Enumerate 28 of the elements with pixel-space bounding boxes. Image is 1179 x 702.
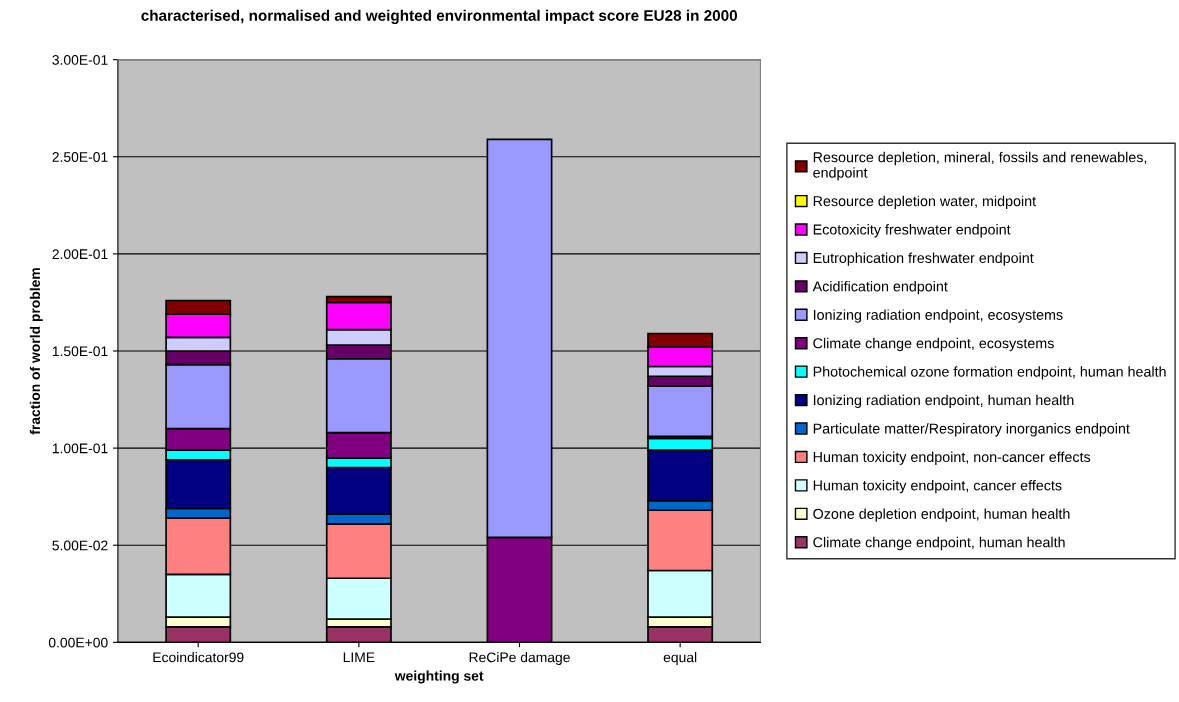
legend-label: Ionizing radiation endpoint, human health: [813, 394, 1074, 409]
legend-label: Climate change endpoint, ecosystems: [813, 337, 1054, 352]
legend-label: Ecotoxicity freshwater endpoint: [813, 224, 1011, 238]
x-tick-label: Ecoindicator99: [153, 652, 244, 663]
y-tick-label: 2.50E-01: [52, 152, 108, 162]
x-tick-label: LIME: [343, 652, 375, 663]
chart-title: characterised, normalised and weighted environmental impact score EU28 in 2000: [141, 9, 738, 25]
legend-label: Resource depletion, mineral, fossils and renewables, endpoint: [813, 151, 1147, 181]
y-tick-label: 2.00E-01: [52, 249, 108, 260]
legend-label: Ozone depletion endpoint, human health: [813, 508, 1070, 522]
legend-label: Resource depletion water, midpoint: [813, 195, 1036, 209]
y-axis-title: fraction of world problem: [29, 268, 43, 435]
y-tick-label: 0.00E+00: [48, 637, 108, 648]
legend-label: Ionizing radiation endpoint, ecosystems: [813, 309, 1063, 323]
y-tick-label: 1.00E-01: [52, 443, 108, 454]
x-tick-label: ReCiPe damage: [469, 652, 570, 665]
legend-label: Acidification endpoint: [812, 280, 948, 295]
legend-label: Human toxicity endpoint, cancer effects: [813, 479, 1062, 494]
legend-label: Photochemical ozone formation endpoint, human health: [813, 366, 1166, 380]
y-tick-label: 3.00E-01: [52, 55, 108, 65]
x-tick-label: equal: [663, 652, 697, 665]
legend-label: Climate change endpoint, human health: [813, 536, 1065, 551]
y-tick-label: 1.50E-01: [52, 346, 108, 357]
legend-label: Particulate matter/Respiratory inorganics endpoint: [813, 423, 1130, 437]
legend-label: Eutrophication freshwater endpoint: [813, 252, 1034, 266]
legend-label: Human toxicity endpoint, non-cancer effects: [813, 451, 1091, 465]
y-tick-label: 5.00E-02: [52, 540, 108, 551]
x-axis-title: weighting set: [394, 670, 484, 684]
